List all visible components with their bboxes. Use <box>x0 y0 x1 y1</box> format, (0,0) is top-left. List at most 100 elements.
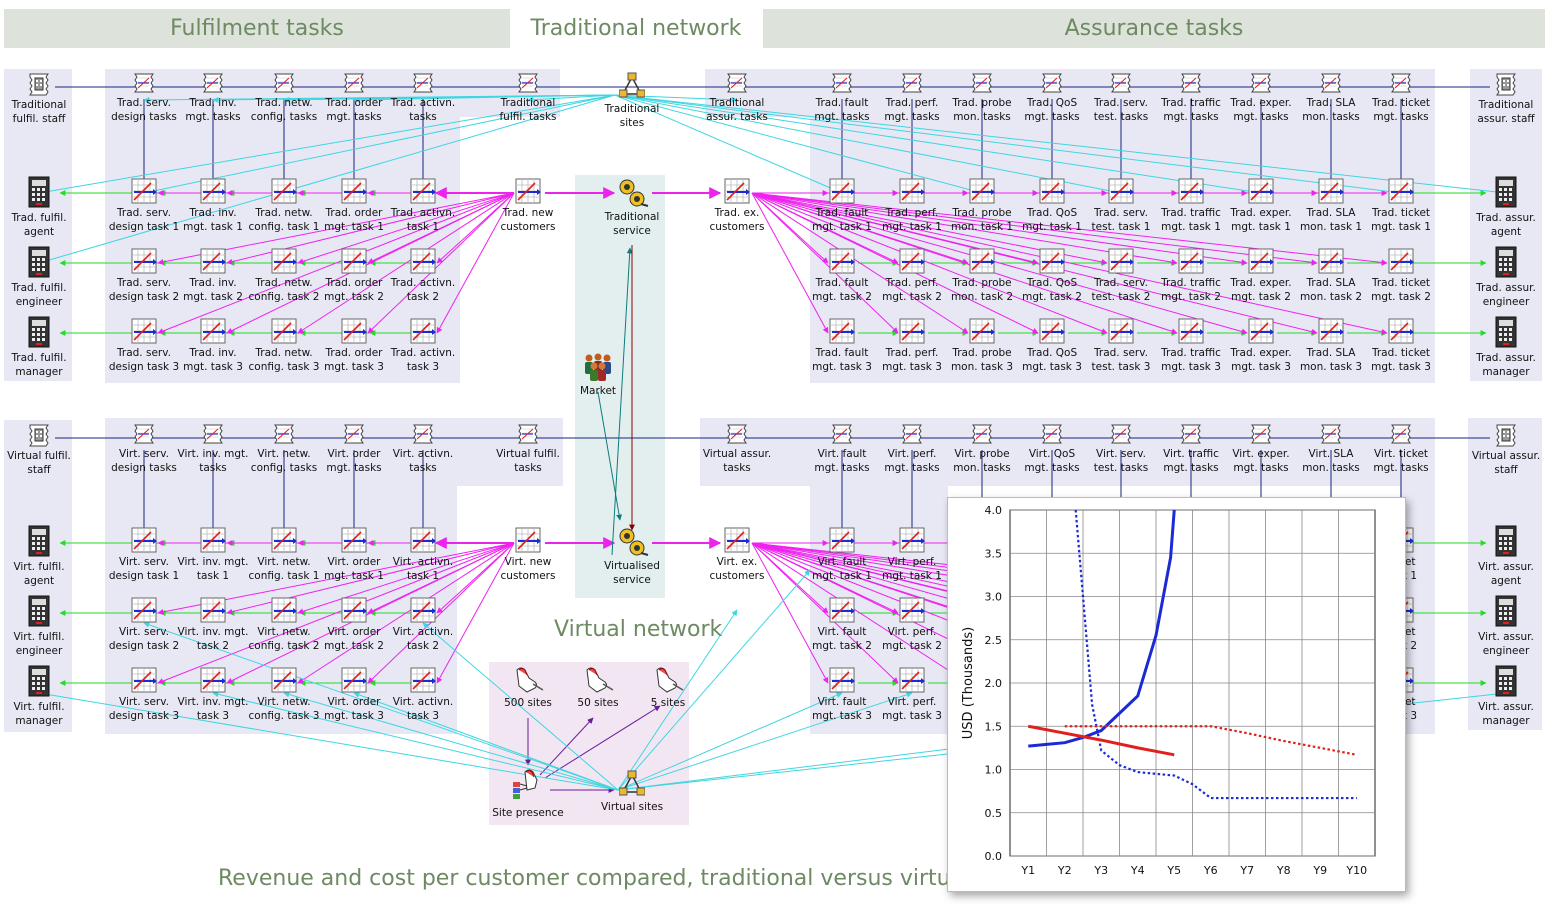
trad-fulfil-task-4-1[interactable]: Trad. order mgt. task 1 <box>314 178 394 234</box>
trad-fulfil-task-3-3[interactable]: Trad. netw. config. task 3 <box>244 318 324 374</box>
trad-assur-task-4-3[interactable]: Trad. QoS mgt. task 3 <box>1012 318 1092 374</box>
trad-fulfil-task-5-2[interactable]: Trad. activn. task 2 <box>383 248 463 304</box>
virt-fulfil-role-3[interactable]: Virt. fulfil. manager <box>0 664 79 728</box>
virt-assur-tasks[interactable]: Virtual assur. tasks <box>697 423 777 475</box>
trad-fulfil-staff[interactable]: Traditional fulfil. staff <box>0 72 79 126</box>
trad-fulfil-group-3[interactable]: Trad. netw. config. tasks <box>244 72 324 124</box>
virt-fulfil-staff[interactable]: Virtual fulfil. staff <box>0 423 79 477</box>
trad-fulfil-group-4[interactable]: Trad. order mgt. tasks <box>314 72 394 124</box>
trad-assur-task-4-1[interactable]: Trad. QoS mgt. task 1 <box>1012 178 1092 234</box>
virt-assur-task-1-3[interactable]: Virt. fault mgt. task 3 <box>802 667 882 723</box>
virt-fulfil-tasks[interactable]: Virtual fulfil. tasks <box>488 423 568 475</box>
virt-assur-group-5[interactable]: Virt. serv. test. tasks <box>1081 423 1161 475</box>
trad-assur-group-6[interactable]: Trad. traffic mgt. tasks <box>1151 72 1231 124</box>
virt-assur-staff[interactable]: Virtual assur. staff <box>1466 423 1546 477</box>
trad-assur-group-2[interactable]: Trad. perf. mgt. tasks <box>872 72 952 124</box>
trad-fulfil-task-3-2[interactable]: Trad. netw. config. task 2 <box>244 248 324 304</box>
virt-fulfil-task-5-2[interactable]: Virt. activn. task 2 <box>383 597 463 653</box>
trad-assur-task-8-1[interactable]: Trad. SLA mon. task 1 <box>1291 178 1371 234</box>
trad-assur-task-6-2[interactable]: Trad. traffic mgt. task 2 <box>1151 248 1231 304</box>
virt-new-customers[interactable]: Virt. new customers <box>488 527 568 583</box>
sites-5[interactable]: 5 sites <box>628 666 708 710</box>
trad-assur-task-7-2[interactable]: Trad. exper. mgt. task 2 <box>1221 248 1301 304</box>
trad-assur-group-5[interactable]: Trad. serv. test. tasks <box>1081 72 1161 124</box>
virt-assur-role-1[interactable]: Virt. assur. agent <box>1466 524 1546 588</box>
trad-assur-task-9-2[interactable]: Trad. ticket mgt. task 2 <box>1361 248 1441 304</box>
trad-fulfil-task-1-2[interactable]: Trad. serv. design task 2 <box>104 248 184 304</box>
virt-assur-group-7[interactable]: Virt. exper. mgt. tasks <box>1221 423 1301 475</box>
trad-assur-task-3-3[interactable]: Trad. probe mon. task 3 <box>942 318 1022 374</box>
trad-assur-group-3[interactable]: Trad. probe mon. tasks <box>942 72 1022 124</box>
trad-assur-task-3-2[interactable]: Trad. probe mon. task 2 <box>942 248 1022 304</box>
virt-fulfil-task-4-3[interactable]: Virt. order mgt. task 3 <box>314 667 394 723</box>
virt-fulfil-task-1-3[interactable]: Virt. serv. design task 3 <box>104 667 184 723</box>
virt-fulfil-task-3-3[interactable]: Virt. netw. config. task 3 <box>244 667 324 723</box>
trad-assur-task-1-2[interactable]: Trad. fault mgt. task 2 <box>802 248 882 304</box>
traditional-sites[interactable]: Traditional sites <box>592 72 672 130</box>
virt-fulfil-group-5[interactable]: Virt. activn. tasks <box>383 423 463 475</box>
trad-fulfil-group-5[interactable]: Trad. activn. tasks <box>383 72 463 124</box>
trad-fulfil-task-2-3[interactable]: Trad. inv. mgt. task 3 <box>173 318 253 374</box>
trad-assur-group-8[interactable]: Trad. SLA mon. tasks <box>1291 72 1371 124</box>
virt-fulfil-task-4-2[interactable]: Virt. order mgt. task 2 <box>314 597 394 653</box>
trad-assur-task-5-1[interactable]: Trad. serv. test. task 1 <box>1081 178 1161 234</box>
trad-fulfil-task-4-3[interactable]: Trad. order mgt. task 3 <box>314 318 394 374</box>
virt-assur-group-6[interactable]: Virt. traffic mgt. tasks <box>1151 423 1231 475</box>
trad-assur-task-6-1[interactable]: Trad. traffic mgt. task 1 <box>1151 178 1231 234</box>
trad-assur-task-5-2[interactable]: Trad. serv. test. task 2 <box>1081 248 1161 304</box>
virt-fulfil-role-2[interactable]: Virt. fulfil. engineer <box>0 594 79 658</box>
trad-fulfil-task-1-3[interactable]: Trad. serv. design task 3 <box>104 318 184 374</box>
trad-assur-group-4[interactable]: Trad. QoS mgt. tasks <box>1012 72 1092 124</box>
virt-fulfil-task-5-1[interactable]: Virt. activn. task 1 <box>383 527 463 583</box>
trad-fulfil-task-2-1[interactable]: Trad. inv. mgt. task 1 <box>173 178 253 234</box>
trad-assur-task-9-1[interactable]: Trad. ticket mgt. task 1 <box>1361 178 1441 234</box>
virt-assur-group-3[interactable]: Virt. probe mon. tasks <box>942 423 1022 475</box>
virt-assur-task-2-1[interactable]: Virt. perf. mgt. task 1 <box>872 527 952 583</box>
trad-fulfil-group-1[interactable]: Trad. serv. design tasks <box>104 72 184 124</box>
virt-assur-role-3[interactable]: Virt. assur. manager <box>1466 664 1546 728</box>
virt-assur-task-1-1[interactable]: Virt. fault mgt. task 1 <box>802 527 882 583</box>
trad-assur-role-1[interactable]: Trad. assur. agent <box>1466 175 1546 239</box>
trad-assur-task-1-1[interactable]: Trad. fault mgt. task 1 <box>802 178 882 234</box>
trad-fulfil-tasks[interactable]: Traditional fulfil. tasks <box>488 72 568 124</box>
virt-assur-group-8[interactable]: Virt. SLA mon. tasks <box>1291 423 1371 475</box>
trad-assur-task-9-3[interactable]: Trad. ticket mgt. task 3 <box>1361 318 1441 374</box>
trad-assur-role-3[interactable]: Trad. assur. manager <box>1466 315 1546 379</box>
market-node[interactable]: Market <box>558 352 638 398</box>
trad-assur-task-3-1[interactable]: Trad. probe mon. task 1 <box>942 178 1022 234</box>
sites-50[interactable]: 50 sites <box>558 666 638 710</box>
trad-assur-staff[interactable]: Traditional assur. staff <box>1466 72 1546 126</box>
trad-fulfil-role-2[interactable]: Trad. fulfil. engineer <box>0 245 79 309</box>
virt-assur-task-2-2[interactable]: Virt. perf. mgt. task 2 <box>872 597 952 653</box>
virt-fulfil-task-1-2[interactable]: Virt. serv. design task 2 <box>104 597 184 653</box>
trad-ex-customers[interactable]: Trad. ex. customers <box>697 178 777 234</box>
trad-assur-task-6-3[interactable]: Trad. traffic mgt. task 3 <box>1151 318 1231 374</box>
virt-assur-role-2[interactable]: Virt. assur. engineer <box>1466 594 1546 658</box>
virt-fulfil-task-5-3[interactable]: Virt. activn. task 3 <box>383 667 463 723</box>
virt-fulfil-group-2[interactable]: Virt. inv. mgt. tasks <box>173 423 253 475</box>
virt-fulfil-task-2-2[interactable]: Virt. inv. mgt. task 2 <box>173 597 253 653</box>
site-presence[interactable]: Site presence <box>488 768 568 820</box>
virtual-sites[interactable]: Virtual sites <box>592 770 672 814</box>
virt-fulfil-task-4-1[interactable]: Virt. order mgt. task 1 <box>314 527 394 583</box>
virt-fulfil-group-1[interactable]: Virt. serv. design tasks <box>104 423 184 475</box>
trad-fulfil-task-4-2[interactable]: Trad. order mgt. task 2 <box>314 248 394 304</box>
virt-fulfil-task-2-3[interactable]: Virt. inv. mgt. task 3 <box>173 667 253 723</box>
trad-fulfil-group-2[interactable]: Trad. inv. mgt. tasks <box>173 72 253 124</box>
trad-new-customers[interactable]: Trad. new customers <box>488 178 568 234</box>
virt-assur-task-2-3[interactable]: Virt. perf. mgt. task 3 <box>872 667 952 723</box>
trad-assur-task-2-3[interactable]: Trad. perf. mgt. task 3 <box>872 318 952 374</box>
trad-assur-task-1-3[interactable]: Trad. fault mgt. task 3 <box>802 318 882 374</box>
virt-fulfil-group-4[interactable]: Virt. order mgt. tasks <box>314 423 394 475</box>
virt-fulfil-task-1-1[interactable]: Virt. serv. design task 1 <box>104 527 184 583</box>
trad-assur-group-1[interactable]: Trad. fault mgt. tasks <box>802 72 882 124</box>
trad-assur-group-9[interactable]: Trad. ticket mgt. tasks <box>1361 72 1441 124</box>
trad-assur-task-4-2[interactable]: Trad. QoS mgt. task 2 <box>1012 248 1092 304</box>
trad-assur-task-8-3[interactable]: Trad. SLA mon. task 3 <box>1291 318 1371 374</box>
virt-fulfil-role-1[interactable]: Virt. fulfil. agent <box>0 524 79 588</box>
virt-assur-group-4[interactable]: Virt. QoS mgt. tasks <box>1012 423 1092 475</box>
trad-fulfil-task-1-1[interactable]: Trad. serv. design task 1 <box>104 178 184 234</box>
virt-ex-customers[interactable]: Virt. ex. customers <box>697 527 777 583</box>
trad-fulfil-task-2-2[interactable]: Trad. inv. mgt. task 2 <box>173 248 253 304</box>
trad-assur-task-7-1[interactable]: Trad. exper. mgt. task 1 <box>1221 178 1301 234</box>
